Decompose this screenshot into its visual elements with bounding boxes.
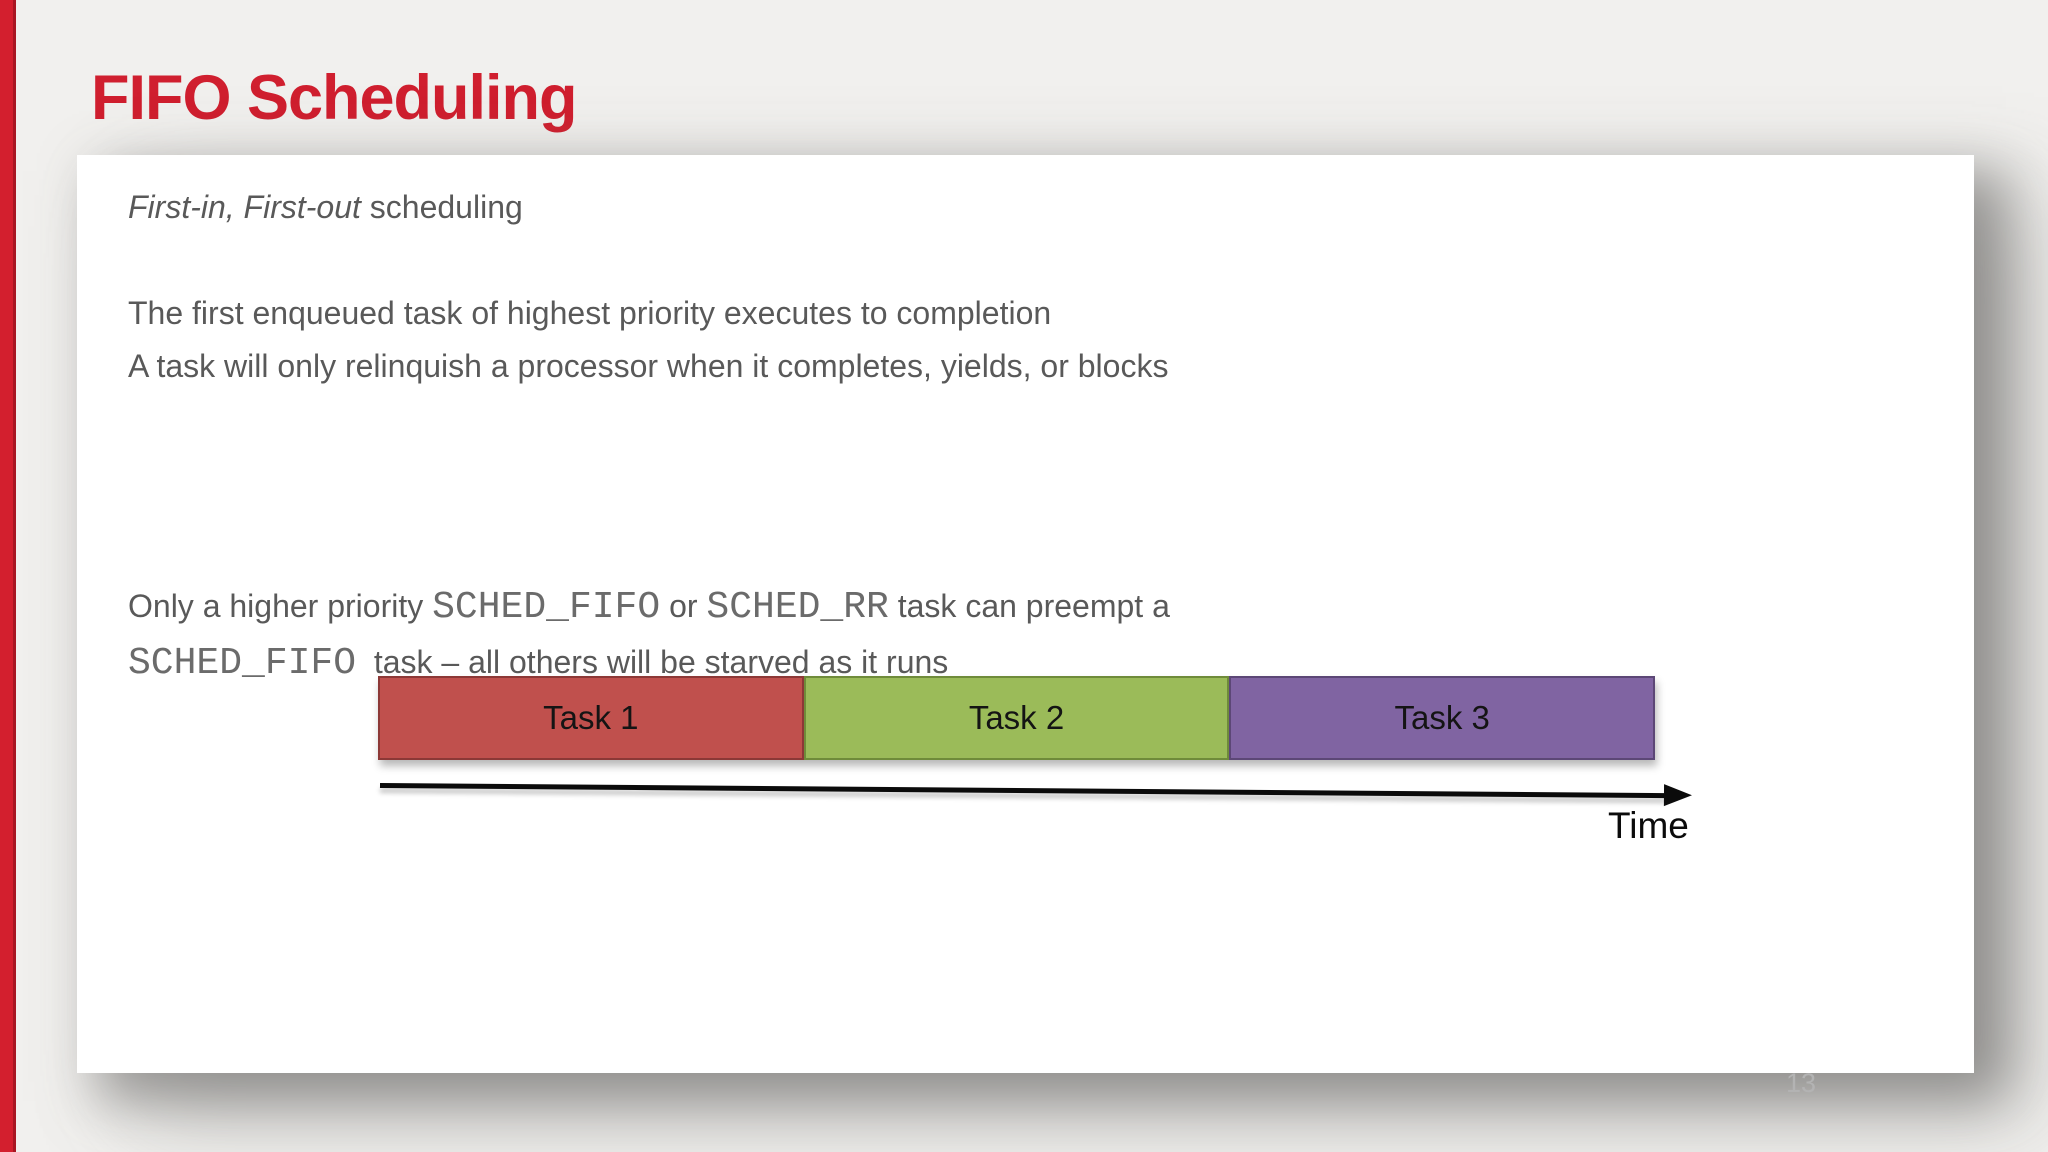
intro-italic-text: First-in, First-out xyxy=(128,189,361,225)
body-paragraph: The first enqueued task of highest prior… xyxy=(128,287,1168,393)
time-axis-label: Time xyxy=(1608,805,1689,846)
intro-rest-text: scheduling xyxy=(360,189,523,225)
time-axis-arrow xyxy=(379,773,1693,809)
preempt-text-3: task can preempt a xyxy=(888,588,1170,624)
inline-code-sched-rr: SCHED_RR xyxy=(706,586,889,629)
arrow-head-icon xyxy=(1663,784,1693,807)
preempt-paragraph: Only a higher priority SCHED_FIFO or SCH… xyxy=(128,579,1170,691)
task-bar-3-label: Task 3 xyxy=(1394,699,1490,736)
task-bar-2: Task 2 xyxy=(803,676,1230,760)
inline-code-sched-fifo-2: SCHED_FIFO xyxy=(128,642,357,685)
slide-content-panel: First-in, First-out scheduling The first… xyxy=(77,155,1974,1073)
time-axis-line xyxy=(379,783,1666,799)
page-number: 13 xyxy=(1786,1068,1817,1098)
inline-code-sched-fifo: SCHED_FIFO xyxy=(432,586,661,629)
task-timeline-bars: Task 1 Task 2 Task 3 xyxy=(378,676,1656,760)
task-bar-1: Task 1 xyxy=(378,676,804,760)
preempt-text-2: or xyxy=(660,588,707,624)
preempt-text-4: task – all others will be starved as it … xyxy=(356,644,949,680)
preempt-text-1: Only a higher priority xyxy=(128,588,433,624)
intro-line: First-in, First-out scheduling xyxy=(128,185,523,229)
body-line-2: A task will only relinquish a processor … xyxy=(128,348,1169,384)
left-accent-bar xyxy=(0,0,16,1152)
task-bar-2-label: Task 2 xyxy=(968,699,1065,736)
body-line-1: The first enqueued task of highest prior… xyxy=(128,295,1052,331)
task-bar-3: Task 3 xyxy=(1229,676,1656,760)
slide-title: FIFO Scheduling xyxy=(91,63,577,134)
task-bar-1-label: Task 1 xyxy=(543,699,639,736)
